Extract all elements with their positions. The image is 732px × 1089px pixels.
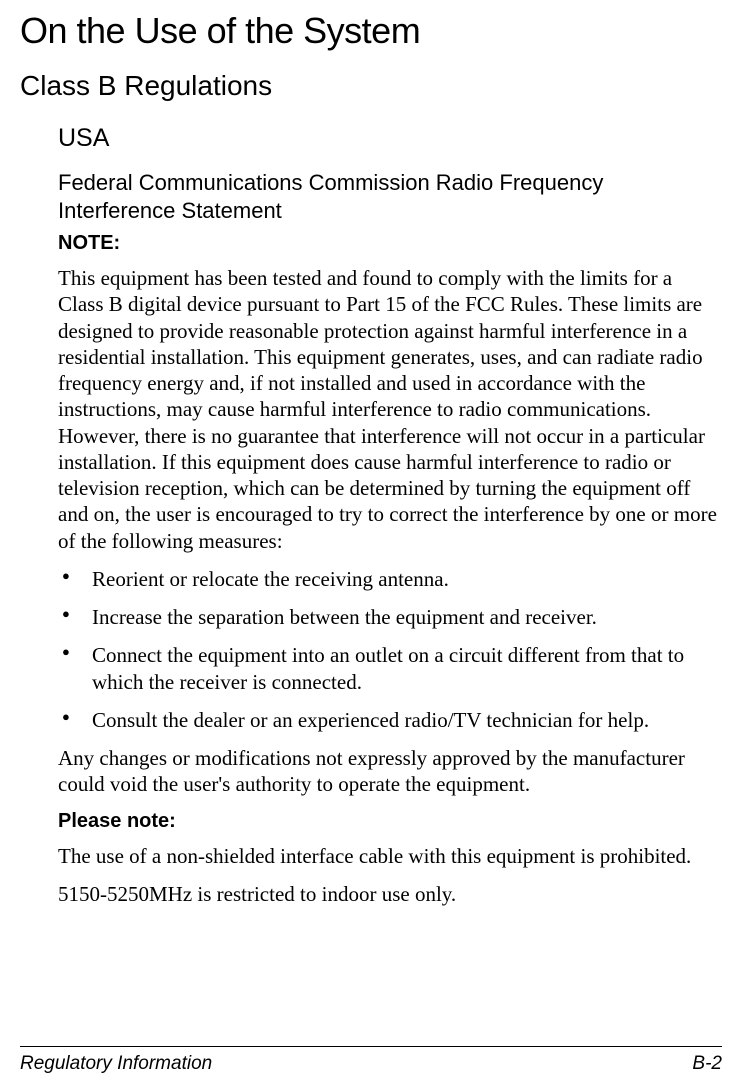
changes-paragraph: Any changes or modifications not express… <box>58 745 718 798</box>
list-item: Increase the separation between the equi… <box>58 604 718 630</box>
page-content: On the Use of the System Class B Regulat… <box>20 10 724 1046</box>
subsection-heading: USA <box>58 124 724 153</box>
section-heading: Class B Regulations <box>20 70 724 102</box>
measures-list: Reorient or relocate the receiving anten… <box>58 566 718 733</box>
page-footer: Regulatory Information B-2 <box>20 1046 722 1075</box>
frequency-restriction: 5150-5250MHz is restricted to indoor use… <box>58 881 718 907</box>
please-note-label: Please note: <box>58 810 724 833</box>
list-item: Consult the dealer or an experienced rad… <box>58 707 718 733</box>
note-label: NOTE: <box>58 232 724 255</box>
list-item: Connect the equipment into an outlet on … <box>58 642 718 695</box>
note-body: This equipment has been tested and found… <box>58 265 718 554</box>
please-note-body: The use of a non-shielded interface cabl… <box>58 843 718 869</box>
page-title: On the Use of the System <box>20 10 724 52</box>
footer-left: Regulatory Information <box>20 1053 212 1075</box>
footer-right: B-2 <box>692 1053 722 1075</box>
list-item: Reorient or relocate the receiving anten… <box>58 566 718 592</box>
statement-heading: Federal Communications Commission Radio … <box>58 169 716 224</box>
